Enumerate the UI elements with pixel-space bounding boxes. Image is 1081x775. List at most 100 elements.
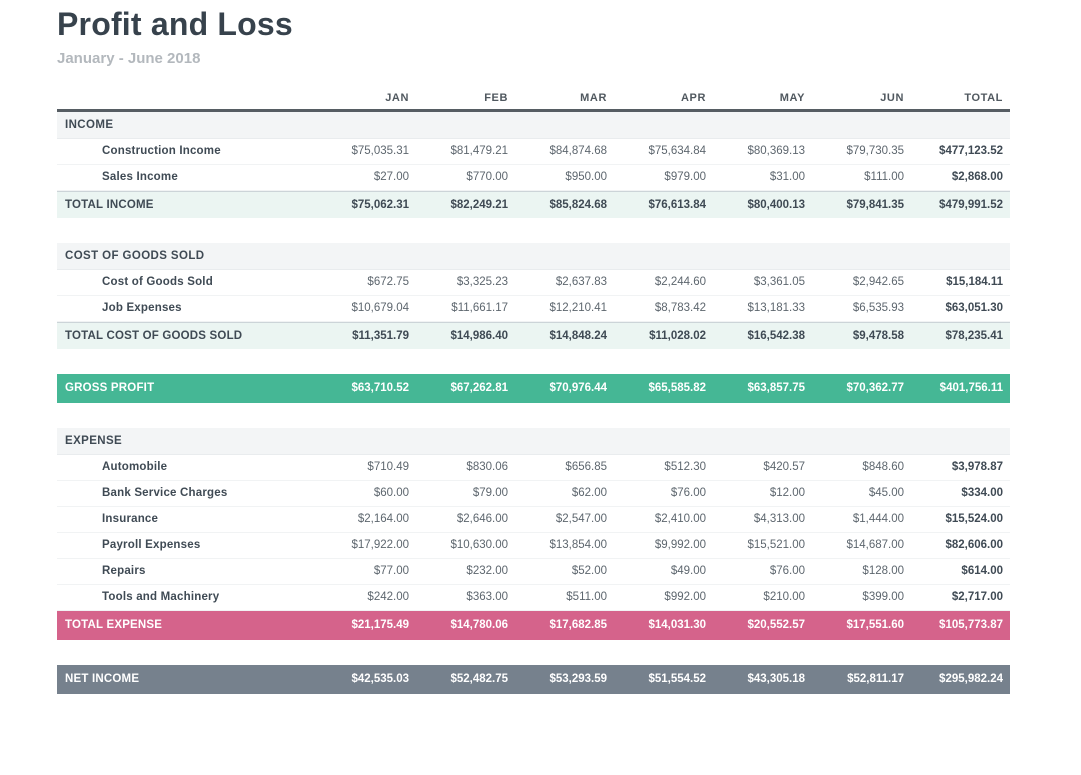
cell-value: $11,661.17 (451, 302, 508, 315)
cell-value: $27.00 (373, 171, 409, 184)
cell-value: $77.00 (373, 565, 409, 578)
cell-value: $10,630.00 (450, 539, 508, 552)
cell-value: $17,551.60 (846, 619, 904, 632)
cell-value: $128.00 (862, 565, 904, 578)
cell-value: $672.75 (367, 276, 409, 289)
cell-value: $79,730.35 (846, 145, 904, 158)
cell-value: $80,369.13 (747, 145, 805, 158)
row-label: Automobile (102, 461, 168, 474)
cell-value: $75,035.31 (351, 145, 409, 158)
spacer-row (57, 639, 1010, 665)
cell-value: $81,479.21 (450, 145, 508, 158)
cell-value: $85,824.68 (549, 198, 607, 211)
row-label: Job Expenses (102, 302, 182, 315)
cell-value: $13,181.33 (747, 302, 805, 315)
total-income-row: TOTAL INCOME $75,062.31 $82,249.21 $85,824.… (57, 190, 1010, 218)
cell-value: $15,521.00 (747, 539, 805, 552)
column-header-total: TOTAL (964, 91, 1003, 104)
row-label: Payroll Expenses (102, 539, 201, 552)
row-label: Repairs (102, 565, 146, 578)
cell-value: $21,175.49 (351, 619, 409, 632)
construction-income-row: Construction Income $75,035.31 $81,479.21 $… (57, 138, 1010, 165)
cell-value: $51,554.52 (648, 673, 706, 686)
cell-value: $80,400.13 (747, 198, 805, 211)
cell-value: $295,982.24 (939, 673, 1003, 686)
spacer-row (57, 348, 1010, 374)
cell-value: $16,542.38 (747, 329, 805, 342)
cell-value: $31.00 (769, 171, 805, 184)
column-header-mar: MAR (580, 91, 607, 104)
cell-value: $17,922.00 (351, 539, 409, 552)
cell-value: $399.00 (862, 591, 904, 604)
cell-value: $52.00 (571, 565, 607, 578)
column-header-jun: JUN (880, 91, 904, 104)
cell-value: $70,362.77 (846, 382, 904, 395)
cell-value: $52,482.75 (450, 673, 508, 686)
cell-value: $82,606.00 (945, 539, 1003, 552)
row-label: COST OF GOODS SOLD (65, 249, 205, 262)
row-label: EXPENSE (65, 434, 123, 447)
cell-value: $70,976.44 (549, 382, 607, 395)
cell-value: $3,361.05 (753, 276, 805, 289)
cell-value: $20,552.57 (747, 619, 805, 632)
cell-value: $67,262.81 (450, 382, 508, 395)
cell-value: $334.00 (961, 487, 1003, 500)
cell-value: $79.00 (472, 487, 508, 500)
cogs-section-header: COST OF GOODS SOLD (57, 242, 1010, 270)
expense-section-header: EXPENSE (57, 427, 1010, 455)
column-header-apr: APR (680, 91, 706, 104)
cell-value: $9,478.58 (852, 329, 904, 342)
cell-value: $82,249.21 (450, 198, 508, 211)
row-label: Tools and Machinery (102, 591, 220, 604)
cell-value: $210.00 (763, 591, 805, 604)
cell-value: $710.49 (367, 461, 409, 474)
cell-value: $15,184.11 (946, 276, 1003, 289)
cell-value: $53,293.59 (549, 673, 607, 686)
row-label: INCOME (65, 118, 114, 131)
cell-value: $4,313.00 (753, 513, 805, 526)
cell-value: $512.30 (664, 461, 706, 474)
cell-value: $60.00 (373, 487, 409, 500)
cell-value: $105,773.87 (939, 619, 1003, 632)
cell-value: $992.00 (664, 591, 706, 604)
row-label: TOTAL COST OF GOODS SOLD (65, 329, 243, 342)
row-label: GROSS PROFIT (65, 382, 155, 395)
cell-value: $45.00 (868, 487, 904, 500)
cell-value: $242.00 (367, 591, 409, 604)
cell-value: $770.00 (466, 171, 508, 184)
cell-value: $8,783.42 (654, 302, 706, 315)
cell-value: $2,410.00 (654, 513, 706, 526)
net-income-row: NET INCOME $42,535.03 $52,482.75 $53,293.59… (57, 664, 1010, 694)
total-cogs-row: TOTAL COST OF GOODS SOLD $11,351.79 $14,98… (57, 321, 1010, 349)
cell-value: $614.00 (961, 565, 1003, 578)
cell-value: $6,535.93 (852, 302, 904, 315)
cell-value: $2,868.00 (951, 171, 1003, 184)
cell-value: $78,235.41 (945, 329, 1003, 342)
row-label: TOTAL INCOME (65, 198, 154, 211)
profit-and-loss-report: Profit and Loss January - June 2018 JAN F… (57, 6, 1010, 694)
insurance-row: Insurance $2,164.00 $2,646.00 $2,547.00 $2,4… (57, 506, 1010, 533)
row-label: Construction Income (102, 145, 221, 158)
spacer-row (57, 217, 1010, 243)
cell-value: $2,637.83 (555, 276, 607, 289)
cell-value: $2,547.00 (555, 513, 607, 526)
column-header-jan: JAN (385, 91, 409, 104)
cell-value: $420.57 (763, 461, 805, 474)
cell-value: $63,857.75 (747, 382, 805, 395)
cell-value: $979.00 (664, 171, 706, 184)
payroll-expenses-row: Payroll Expenses $17,922.00 $10,630.00 $13,… (57, 532, 1010, 559)
income-section-header: INCOME (57, 111, 1010, 139)
cell-value: $84,874.68 (549, 145, 607, 158)
cell-value: $75,634.84 (648, 145, 706, 158)
cell-value: $15,524.00 (945, 513, 1003, 526)
cell-value: $2,646.00 (456, 513, 508, 526)
total-expense-row: TOTAL EXPENSE $21,175.49 $14,780.06 $17,682… (57, 610, 1010, 640)
cell-value: $848.60 (862, 461, 904, 474)
automobile-row: Automobile $710.49 $830.06 $656.85 $512.30 $4… (57, 454, 1010, 481)
cell-value: $2,164.00 (357, 513, 409, 526)
cell-value: $830.06 (466, 461, 508, 474)
cell-value: $62.00 (571, 487, 607, 500)
cell-value: $76,613.84 (648, 198, 706, 211)
cell-value: $12,210.41 (549, 302, 607, 315)
row-label: Sales Income (102, 171, 178, 184)
